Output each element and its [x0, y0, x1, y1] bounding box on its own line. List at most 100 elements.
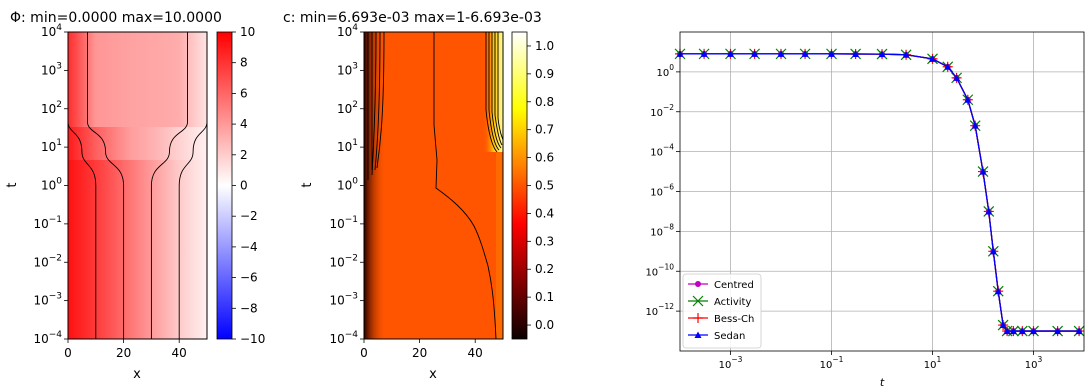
legend-marker-activity	[692, 295, 704, 307]
c-colorbar-tick-label: 0.8	[535, 95, 554, 109]
y-tick-label: 10−12	[645, 302, 674, 318]
legend-marker-bess-ch	[693, 313, 703, 323]
line-plot-xlabel: t	[880, 376, 885, 387]
phi-xlabel: x	[133, 367, 141, 382]
y-tick-label: 10−6	[650, 183, 674, 199]
phi-x-tick-label: 40	[172, 346, 187, 360]
x-tick-label: 10−1	[820, 355, 844, 371]
x-tick-label: 10−3	[719, 355, 743, 371]
y-tick-label: 10−8	[650, 222, 674, 238]
c-y-tick-label: 10−1	[329, 215, 358, 231]
c-x-tick-label: 0	[360, 346, 368, 360]
phi-colorbar-tick-label: 2	[240, 148, 248, 162]
phi-y-tick-label: 10−2	[33, 253, 62, 269]
phi-contour-lines	[68, 32, 207, 339]
phi-contour	[68, 32, 97, 339]
series-point-sedan	[964, 96, 972, 103]
c-y-tick-label: 100	[337, 177, 358, 193]
series-point-sedan	[700, 50, 708, 57]
c-colorbar-tick-label: 0.3	[535, 234, 554, 248]
phi-y-tick-label: 10−3	[33, 292, 62, 308]
c-contour-left-5	[376, 32, 385, 169]
series-point-sedan	[878, 50, 886, 58]
phi-y-tick-label: 10−4	[33, 330, 62, 346]
y-tick-label: 10−4	[650, 143, 674, 159]
legend-label-sedan: Sedan	[714, 331, 745, 342]
phi-contour	[87, 32, 125, 339]
x-tick-label: 103	[1025, 355, 1043, 371]
c-contour-lines	[367, 32, 503, 339]
line-plot-axes: 10−3 10−1 101 103 100 10−2 10−4 10−6 10−8 10−10 10…	[645, 63, 1042, 371]
c-colorbar-tick-label: 0.7	[535, 123, 554, 137]
legend-label-centred: Centred	[714, 280, 754, 291]
c-colorbar	[511, 31, 528, 340]
legend-label-bess-ch: Bess-Ch	[714, 314, 754, 325]
c-xlabel: x	[429, 367, 437, 382]
c-y-tick-label: 101	[337, 138, 358, 154]
c-y-tick-label: 10−4	[329, 330, 358, 346]
c-contour-center	[433, 32, 497, 339]
phi-colorbar-tick-label: 0	[240, 179, 248, 193]
series-point-sedan	[727, 50, 734, 57]
legend-box	[682, 273, 762, 349]
legend-label-activity: Activity	[714, 297, 751, 308]
series-point-sedan	[989, 247, 997, 255]
line-plot-series	[674, 48, 1085, 337]
c-y-tick-label: 104	[337, 23, 358, 39]
series-point-sedan	[1054, 327, 1062, 335]
x-tick-label: 101	[924, 355, 942, 371]
c-contour-left-4	[374, 32, 381, 171]
phi-y-tick-label: 101	[41, 138, 62, 154]
series-point-sedan	[902, 51, 910, 58]
phi-title: Φ: min=0.0000 max=10.0000	[10, 10, 222, 26]
phi-y-tick-label: 10−1	[33, 215, 62, 231]
series-point-sedan	[944, 63, 952, 70]
c-y-tick-label: 103	[337, 61, 358, 77]
phi-x-tick-label: 20	[116, 346, 131, 360]
series-point-sedan	[852, 50, 860, 57]
legend-marker-sedan	[694, 331, 702, 338]
c-contour-right-1	[485, 32, 498, 153]
phi-heatmap-image	[68, 32, 207, 339]
legend-marker-centred	[695, 281, 701, 287]
c-contour-right-5	[497, 32, 503, 141]
phi-axes: 0 20 40 10−4 10−3 10−2 10−1 100 101 102 103 104	[33, 23, 186, 360]
phi-y-tick-label: 104	[41, 23, 62, 39]
legend-items: Centred Activity Bess-Ch Sedan	[688, 280, 754, 342]
c-title: c: min=6.693e-03 max=1-6.693e-03	[283, 10, 542, 26]
series-point-sedan	[971, 122, 979, 129]
phi-contour	[178, 32, 207, 339]
c-contour-left-3	[371, 32, 377, 176]
c-colorbar-tick-label: 0.4	[535, 206, 554, 220]
series-point-sedan	[1030, 327, 1037, 335]
y-tick-label: 10−10	[645, 262, 674, 278]
c-colorbar-tick-label: 0.6	[535, 151, 554, 165]
c-colorbar-tick-label: 0.5	[535, 179, 554, 193]
c-colorbar-ticks: 1.0 0.9 0.8 0.7 0.6 0.5 0.4 0.3 0.2 0.1 0.0	[527, 39, 554, 332]
phi-colorbar-tick-label: 6	[240, 86, 248, 100]
series-point-sedan	[801, 50, 809, 57]
series-point-sedan	[1009, 327, 1017, 335]
series-point-sedan	[999, 321, 1007, 329]
series-point-sedan	[828, 50, 835, 57]
phi-colorbar-ticks: 10 8 6 4 2 0 −2 −4 −6 −8 −10	[232, 25, 265, 346]
c-y-tick-label: 10−3	[329, 292, 358, 308]
phi-x-tick-label: 0	[64, 346, 72, 360]
c-y-tick-label: 102	[337, 100, 358, 116]
series-point-sedan	[751, 50, 759, 57]
c-heatmap-image	[364, 32, 503, 339]
c-colorbar-tick-label: 1.0	[535, 39, 554, 53]
legend: Centred Activity Bess-Ch Sedan	[682, 273, 762, 349]
phi-colorbar-tick-label: −4	[240, 240, 258, 254]
phi-colorbar-tick-label: −6	[240, 271, 258, 285]
c-axes: 0 20 40 10−4 10−3 10−2 10−1 100 101 102 103 104	[329, 23, 482, 360]
phi-colorbar-tick-label: 10	[240, 25, 255, 39]
series-point-sedan	[1018, 327, 1026, 335]
series-point-sedan	[979, 168, 987, 175]
c-contour-right-2	[488, 32, 500, 151]
series-point-sedan	[953, 74, 961, 81]
phi-colorbar	[216, 31, 233, 340]
phi-colorbar-tick-label: −10	[240, 332, 265, 346]
phi-colorbar-tick-label: −2	[240, 209, 258, 223]
